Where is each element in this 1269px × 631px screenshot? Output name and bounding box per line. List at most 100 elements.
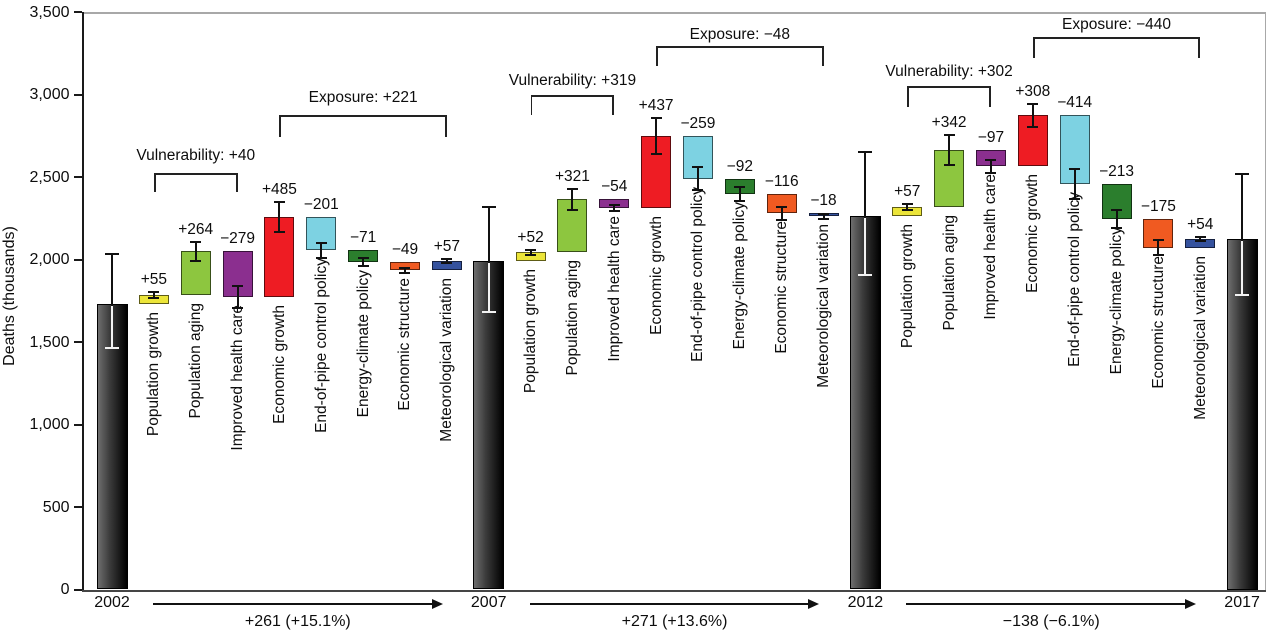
value-label: +342 (931, 114, 967, 132)
step-error-cap (148, 297, 160, 300)
step-error-cap (943, 134, 955, 137)
y-tick-label: 500 (42, 498, 70, 516)
exposure-bracket-tick (656, 46, 658, 66)
year-error-bar (864, 218, 867, 275)
vulnerability-bracket-tick (235, 173, 238, 192)
y-tick-label: 3,000 (29, 86, 70, 103)
step-error-cap (566, 209, 578, 211)
step-error-bar (571, 188, 574, 210)
year-bar (849, 216, 881, 590)
factor-label: Meteorological variation (815, 224, 833, 388)
step-error-bar (906, 203, 909, 210)
step-error-cap (273, 201, 285, 204)
year-error-cap (481, 205, 496, 208)
year-error-cap (105, 346, 119, 349)
factor-label: End-of-pipe control policy (689, 186, 707, 362)
y-tick-mark (73, 11, 82, 13)
y-tick-label: 1,000 (29, 416, 70, 433)
step-error-cap (901, 202, 913, 205)
exposure-bracket (1032, 37, 1201, 39)
step-error-cap (818, 212, 830, 215)
net-change-label: −138 (−6.1%) (1002, 613, 1100, 630)
trend-arrow (529, 602, 810, 605)
step-error-bar (152, 291, 155, 299)
value-label: −92 (726, 157, 753, 175)
step-error-cap (190, 259, 202, 262)
year-error-bar (487, 262, 490, 312)
factor-label: Improved health care (982, 174, 1000, 320)
step-error-cap (148, 290, 160, 293)
factor-label: Energy-climate policy (731, 201, 749, 350)
exposure-bracket-tick (279, 115, 282, 137)
value-label: −71 (349, 229, 377, 247)
year-error-bar (864, 152, 867, 219)
exposure-label: Exposure: +221 (308, 88, 418, 106)
factor-label: Economic structure (1149, 255, 1167, 389)
y-tick-label: 2,000 (29, 251, 70, 268)
step-error-bar (194, 241, 197, 261)
step-error-cap (1111, 226, 1123, 229)
value-label: −201 (303, 196, 339, 214)
vulnerability-label: Vulnerability: +40 (136, 146, 256, 164)
step-error-cap (650, 116, 662, 119)
y-tick-mark (73, 423, 82, 426)
step-error-cap (985, 171, 997, 174)
year-label: 2017 (1224, 593, 1260, 611)
vulnerability-bracket-tick (989, 86, 991, 107)
step-error-cap (1069, 197, 1081, 200)
y-tick-label: 3,500 (29, 3, 70, 21)
trend-arrow-head (1185, 598, 1197, 609)
y-tick-mark (73, 258, 82, 261)
y-tick-mark (73, 506, 82, 508)
step-error-cap (441, 257, 453, 260)
value-label: +308 (1015, 82, 1051, 100)
vulnerability-label: Vulnerability: +319 (508, 71, 637, 89)
value-label: +437 (638, 96, 674, 114)
step-error-cap (525, 253, 537, 256)
step-error-cap (232, 307, 244, 310)
step-error-cap (776, 218, 788, 221)
y-tick-mark (73, 341, 82, 343)
step-error-bar (236, 286, 239, 309)
step-error-bar (738, 186, 741, 202)
y-tick-mark (73, 588, 82, 591)
factor-label: Meteorological variation (1191, 255, 1209, 420)
step-error-bar (696, 167, 699, 191)
step-error-bar (1157, 240, 1160, 256)
step-error-cap (232, 285, 244, 288)
step-error-cap (357, 265, 369, 268)
step-error-cap (525, 248, 537, 251)
net-change-label: +261 (+15.1%) (244, 613, 351, 630)
year-label: 2012 (847, 593, 884, 611)
step-error-bar (1073, 168, 1076, 199)
y-tick-label: 0 (60, 581, 70, 598)
step-error-bar (1115, 209, 1118, 228)
year-bar (1226, 238, 1258, 590)
factor-label: Economic growth (647, 216, 665, 336)
year-bar (96, 303, 128, 590)
step-error-cap (943, 164, 955, 167)
year-bar (473, 260, 505, 590)
value-label: +264 (178, 220, 214, 238)
year-error-cap (858, 151, 873, 154)
step-error-cap (1027, 102, 1039, 105)
value-label: −213 (1099, 162, 1134, 180)
step-error-cap (399, 271, 411, 274)
value-label: −175 (1140, 197, 1176, 215)
y-tick-label: 2,500 (29, 168, 70, 186)
net-change-label: +271 (+13.6%) (621, 613, 728, 630)
factor-label: Economic growth (1024, 174, 1042, 294)
exposure-bracket-tick (1032, 37, 1035, 58)
year-error-cap (105, 252, 119, 255)
step-error-cap (608, 210, 620, 213)
step-error-bar (780, 206, 783, 220)
value-label: −279 (220, 230, 256, 248)
step-error-cap (818, 217, 830, 220)
value-label: +52 (517, 228, 544, 246)
factor-label: End-of-pipe control policy (1066, 191, 1084, 367)
step-error-cap (776, 205, 788, 208)
step-error-cap (1194, 235, 1206, 238)
value-label: −116 (764, 172, 799, 190)
factor-label: Population aging (940, 214, 958, 331)
